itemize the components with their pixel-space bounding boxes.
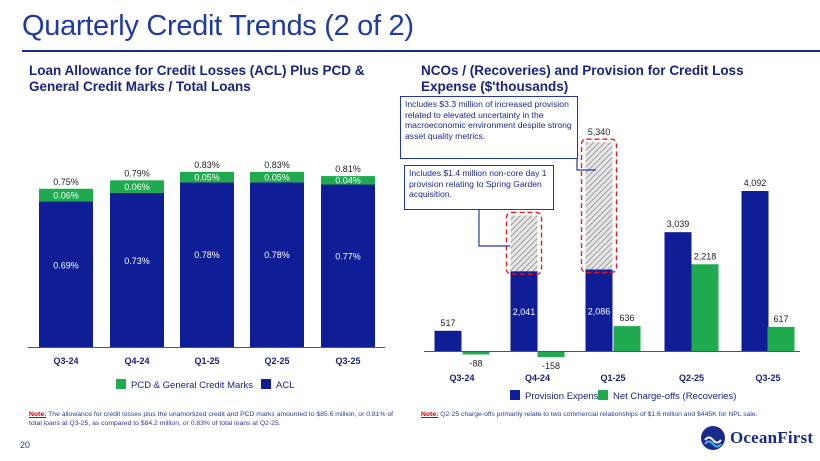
acl-note: Note: The allowance for credit losses pl… <box>29 410 394 428</box>
nco-bar <box>613 326 641 351</box>
nco-bar <box>537 351 565 358</box>
callout2-connector <box>478 210 510 247</box>
title-divider <box>22 50 820 52</box>
x-tick-label: Q3-25 <box>335 356 360 366</box>
highlight-dashed-box <box>505 211 543 275</box>
total-label: 0.79% <box>124 168 150 178</box>
acl-note-text: The allowance for credit losses plus the… <box>29 411 394 427</box>
x-tick-label: Q3-24 <box>53 356 78 366</box>
nco-value-label: 2,218 <box>694 251 717 261</box>
provision-excluding-label: 2,041 <box>513 307 536 317</box>
pcd-bar-label: 0.06% <box>53 190 79 200</box>
acl-bar-label: 0.77% <box>335 251 361 261</box>
provision-bar-nonrecurring <box>585 142 613 270</box>
nco-note-text: Q2-25 charge-offs primarily relate to tw… <box>438 411 758 418</box>
x-tick-label: Q1-25 <box>194 356 219 366</box>
acl-bar-label: 0.69% <box>53 260 79 270</box>
provision-value-label: 517 <box>440 318 455 328</box>
legend-label-acl: ACL <box>276 380 294 391</box>
x-tick-label: Q4-24 <box>124 356 149 366</box>
provision-bar <box>741 191 769 351</box>
x-tick-label: Q4-24 <box>525 373 550 383</box>
callout-spring-garden-provision: Includes $1.4 million non-core day 1 pro… <box>404 165 554 210</box>
nco-note: Note: Q2-25 charge-offs primarily relate… <box>421 410 801 419</box>
legend-label-nco: Net Charge-offs (Recoveries) <box>613 391 736 402</box>
legend-swatch-nco <box>598 390 608 400</box>
provision-bar <box>585 269 613 351</box>
provision-excluding-label: 2,086 <box>588 306 611 316</box>
callout-macroeconomic-provision: Includes $3.3 million of increased provi… <box>400 96 578 159</box>
pcd-bar <box>250 171 304 183</box>
acl-bar <box>250 182 304 347</box>
nco-value-label: -158 <box>542 361 560 371</box>
legend-swatch-pcd <box>116 379 126 389</box>
provision-value-label: 4,092 <box>744 178 767 188</box>
oceanfirst-logo: OceanFirst <box>700 425 813 451</box>
oceanfirst-logo-text: OceanFirst <box>730 428 814 447</box>
total-label: 0.83% <box>194 160 220 170</box>
x-tick-label: Q1-25 <box>600 373 625 383</box>
nco-value-label: 636 <box>619 313 634 323</box>
nco-bar <box>767 326 795 351</box>
acl-chart-title: Loan Allowance for Credit Losses (ACL) P… <box>29 63 365 94</box>
total-label: 0.81% <box>335 164 361 174</box>
x-tick-label: Q3-24 <box>449 373 474 383</box>
provision-bar <box>664 232 692 351</box>
provision-bar <box>510 271 538 351</box>
acl-bar <box>39 201 93 347</box>
nco-value-label: -88 <box>469 358 482 368</box>
page-title: Quarterly Credit Trends (2 of 2) <box>22 10 414 42</box>
oceanfirst-logo-icon <box>701 426 725 450</box>
nco-bar <box>462 351 490 355</box>
pcd-bar <box>180 171 234 183</box>
legend-label-provision: Provision Expense <box>525 391 604 402</box>
acl-bar-label: 0.78% <box>194 250 220 260</box>
total-label: 0.75% <box>53 177 79 187</box>
provision-value-label: 5,340 <box>588 127 611 137</box>
pcd-bar <box>110 180 164 193</box>
legend-label-pcd: PCD & General Credit Marks <box>131 380 253 391</box>
legend-swatch-provision <box>510 390 520 400</box>
acl-bar <box>180 182 234 347</box>
x-tick-label: Q3-25 <box>755 373 780 383</box>
highlight-dashed-box <box>580 138 618 274</box>
acl-note-label: Note: <box>29 411 47 418</box>
pcd-bar <box>39 188 93 202</box>
nco-note-label: Note: <box>421 411 439 418</box>
provision-bar-nonrecurring <box>510 215 538 272</box>
pcd-bar-label: 0.04% <box>335 176 361 186</box>
provision-bar <box>434 330 462 351</box>
total-label: 0.83% <box>264 160 290 170</box>
x-tick-label: Q2-25 <box>679 373 704 383</box>
acl-bar <box>110 192 164 347</box>
acl-bar-label: 0.78% <box>264 250 290 260</box>
acl-bar-label: 0.73% <box>124 256 150 266</box>
pcd-bar <box>321 176 375 185</box>
nco-value-label: 617 <box>773 314 788 324</box>
legend-swatch-acl <box>261 379 271 389</box>
acl-bar <box>321 184 375 347</box>
x-tick-label: Q2-25 <box>264 356 289 366</box>
pcd-bar-label: 0.05% <box>194 172 220 182</box>
page-number: 20 <box>20 440 31 450</box>
provision-value-label: 3,039 <box>667 219 690 229</box>
nco-bar <box>691 264 719 351</box>
nco-chart-title: NCOs / (Recoveries) and Provision for Cr… <box>421 63 744 94</box>
pcd-bar-label: 0.06% <box>124 182 150 192</box>
pcd-bar-label: 0.05% <box>264 172 290 182</box>
